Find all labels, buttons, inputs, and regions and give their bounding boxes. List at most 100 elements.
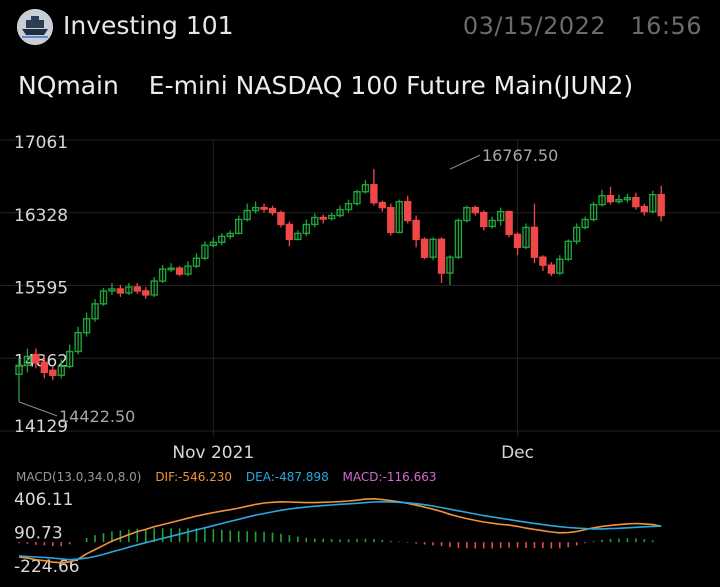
candle-body — [49, 369, 57, 377]
candle-body — [251, 206, 260, 212]
candle-body — [623, 196, 632, 201]
candle-body — [573, 226, 581, 243]
candle-body — [412, 219, 420, 241]
price-axis-label: 14129 — [14, 417, 68, 437]
header-datetime: 03/15/2022 16:56 — [463, 12, 702, 40]
candle-body — [471, 206, 479, 214]
candle-body — [201, 244, 209, 259]
candle-body — [488, 219, 496, 228]
candle-body — [539, 256, 547, 266]
candle-body — [311, 216, 319, 226]
price-annotation: 14422.50 — [59, 407, 135, 426]
candle-body — [437, 238, 446, 274]
macd-value: MACD:-116.663 — [342, 470, 437, 484]
price-axis-label: 16328 — [14, 206, 68, 226]
app-header: Investing 101 03/15/2022 16:56 — [0, 0, 720, 56]
candle-body — [167, 267, 175, 271]
macd-axis-label: 90.73 — [14, 523, 63, 543]
header-time: 16:56 — [630, 12, 702, 40]
candle-body — [158, 268, 167, 282]
candle-body — [243, 209, 251, 221]
header-date: 03/15/2022 — [462, 12, 607, 40]
candle-body — [319, 216, 327, 220]
candle-body — [57, 365, 65, 377]
candle-body — [606, 194, 615, 203]
candle-body — [218, 235, 226, 244]
candle-body — [184, 265, 192, 275]
candle-body — [15, 364, 23, 376]
candle-body — [640, 205, 648, 213]
candle-body — [294, 232, 302, 241]
candle-body — [589, 203, 598, 221]
instrument-title: NQmain E-mini NASDAQ 100 Future Main(JUN… — [18, 71, 633, 100]
macd-axis-label: 406.11 — [14, 490, 73, 510]
dif-value: DIF:-546.230 — [155, 470, 233, 484]
candle-body — [150, 280, 158, 296]
candle-body — [513, 233, 522, 248]
price-axis-label: 15595 — [14, 279, 68, 299]
candle-body — [505, 210, 513, 236]
dea-value: DEA:-487.898 — [245, 470, 329, 484]
candle-body — [302, 223, 310, 235]
candle-body — [353, 191, 361, 205]
candle-body — [40, 361, 49, 374]
price-annotation: 16767.50 — [482, 146, 558, 165]
candle-body — [480, 211, 488, 228]
candle-body — [454, 219, 463, 258]
candle-body — [74, 331, 82, 353]
candle-body — [420, 238, 429, 258]
candle-body — [344, 202, 353, 211]
candle-body — [564, 240, 572, 260]
candle-body — [142, 290, 150, 296]
candle-body — [82, 318, 91, 334]
candle-body — [336, 208, 344, 217]
candle-body — [370, 184, 378, 204]
candle-body — [234, 218, 243, 235]
candle-body — [404, 200, 412, 222]
candle-body — [632, 196, 640, 208]
candle-body — [378, 201, 387, 209]
candle-body — [91, 303, 99, 320]
candle-body — [429, 238, 437, 258]
candle-body — [327, 214, 336, 220]
candle-body — [209, 241, 218, 247]
candle-body — [125, 286, 133, 294]
candle-body — [556, 258, 564, 274]
candle-body — [226, 232, 234, 238]
time-axis-label: Dec — [501, 443, 534, 463]
candle-body — [446, 256, 454, 274]
candle-body — [133, 286, 142, 292]
price-axis-label: 17061 — [14, 133, 68, 153]
candle-body — [32, 353, 40, 364]
candle-body — [387, 206, 395, 234]
candle-body — [598, 194, 606, 206]
candle-body — [268, 207, 277, 214]
candle-body — [496, 210, 505, 222]
instrument-symbol: NQmain — [18, 71, 119, 100]
candle-body — [99, 290, 108, 305]
candle-body — [23, 355, 32, 367]
macd-legend: MACD(13.0,34.0,8.0) DIF:-546.230 DEA:-48… — [16, 470, 447, 484]
candle-body — [116, 288, 125, 294]
candle-body — [657, 193, 665, 217]
app-name: Investing 101 — [63, 11, 234, 40]
candle-body — [192, 257, 201, 267]
candle-body — [581, 218, 589, 229]
candle-body — [285, 223, 294, 241]
instrument-name: E-mini NASDAQ 100 Future Main(JUN2) — [148, 71, 634, 100]
annotation-leader — [18, 401, 58, 417]
candle-body — [530, 226, 539, 258]
app-logo-icon[interactable] — [17, 9, 53, 45]
time-axis-label: Nov 2021 — [172, 443, 254, 463]
candle-body — [277, 211, 285, 226]
candle-body — [649, 193, 657, 213]
macd-params: MACD(13.0,34.0,8.0) — [16, 470, 142, 484]
annotation-leader — [449, 154, 481, 170]
candle-body — [547, 264, 556, 274]
candle-body — [522, 226, 530, 248]
dif-line — [18, 497, 662, 564]
dea-line — [18, 500, 662, 561]
candle-body — [395, 200, 403, 234]
candle-body — [615, 198, 623, 203]
